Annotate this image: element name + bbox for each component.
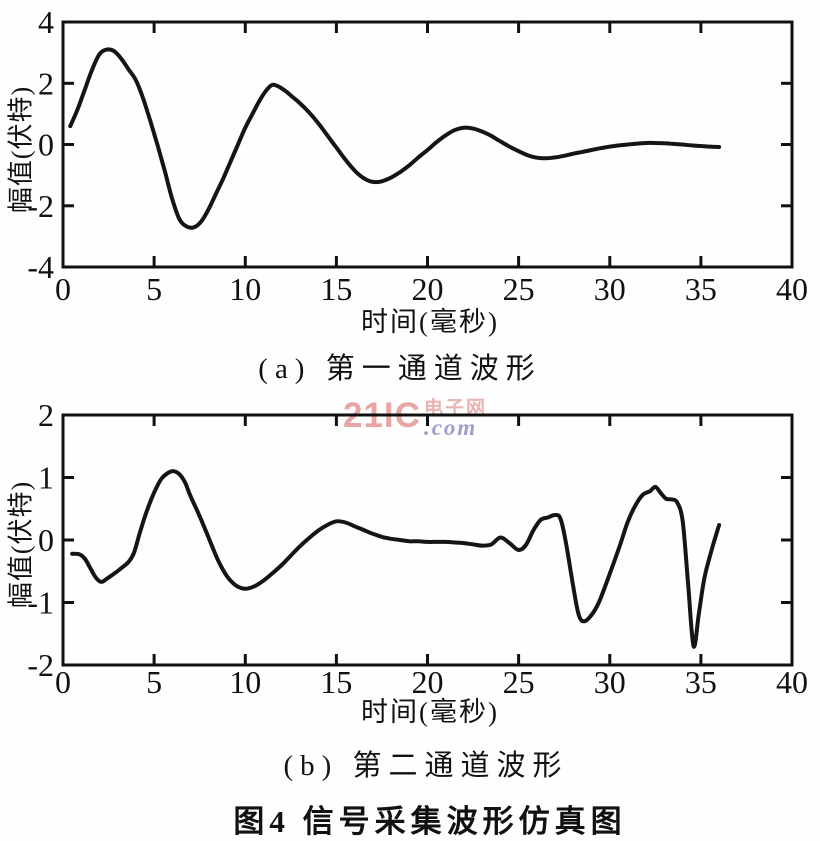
x-tick-label: 40 <box>776 271 808 307</box>
x-tick-label: 10 <box>229 271 261 307</box>
y-tick-label: -2 <box>27 188 54 224</box>
y-tick-label: 2 <box>38 397 54 433</box>
x-tick-label: 5 <box>146 271 162 307</box>
x-tick-label: 25 <box>503 271 535 307</box>
y-tick-label: 0 <box>38 127 54 163</box>
x-tick-label: 15 <box>320 664 352 700</box>
figure-title: 图4 信号采集波形仿真图 <box>233 804 627 839</box>
y-tick-label: 0 <box>38 522 54 558</box>
chart-a-caption: (a) 第一通道波形 <box>258 353 542 385</box>
x-tick-label: 10 <box>229 664 261 700</box>
chart-b-xlabel: 时间(毫秒) <box>361 697 499 727</box>
y-tick-label: 4 <box>38 4 54 40</box>
x-tick-label: 15 <box>320 271 352 307</box>
x-tick-label: 20 <box>412 664 444 700</box>
chart-a-xlabel: 时间(毫秒) <box>361 307 499 337</box>
chart-b-ylabel: 幅值(伏特) <box>6 480 36 609</box>
x-tick-label: 5 <box>146 664 162 700</box>
y-tick-label: -2 <box>27 647 54 683</box>
x-tick-label: 30 <box>594 271 626 307</box>
x-tick-label: 25 <box>503 664 535 700</box>
watermark-right-block: 电子网 .com <box>424 399 487 439</box>
x-tick-label: 0 <box>55 271 71 307</box>
x-tick-label: 40 <box>776 664 808 700</box>
x-tick-label: 20 <box>412 271 444 307</box>
y-tick-label: 2 <box>38 65 54 101</box>
watermark-domain: .com <box>423 415 478 440</box>
x-tick-label: 30 <box>594 664 626 700</box>
x-tick-label: 0 <box>55 664 71 700</box>
waveform-line <box>68 47 722 230</box>
chart-a-ylabel: 幅值(伏特) <box>6 85 36 214</box>
y-tick-label: 1 <box>38 460 54 496</box>
watermark-site-cn: 电子网 <box>423 398 487 419</box>
y-tick-label: -1 <box>27 585 54 621</box>
chart-b-caption: (b) 第二通道波形 <box>283 750 569 782</box>
waveform-line <box>70 469 722 649</box>
x-tick-label: 35 <box>685 664 717 700</box>
y-tick-label: -4 <box>27 249 54 285</box>
x-tick-label: 35 <box>685 271 717 307</box>
